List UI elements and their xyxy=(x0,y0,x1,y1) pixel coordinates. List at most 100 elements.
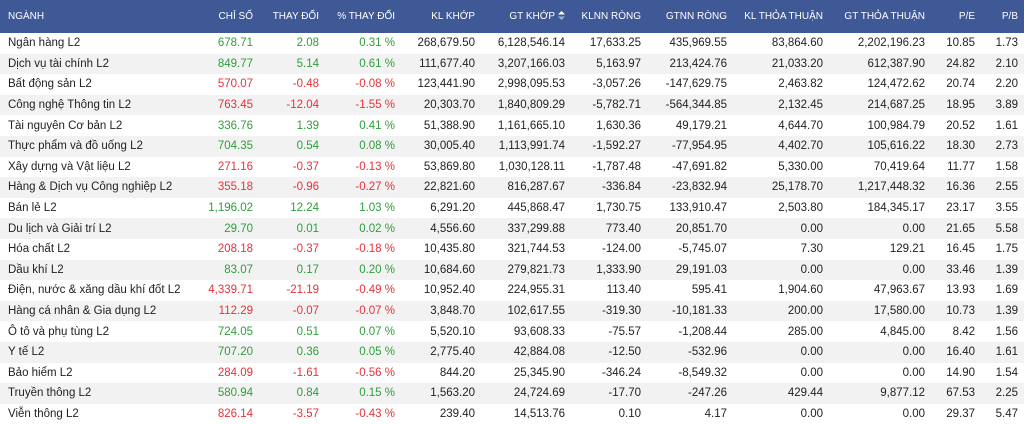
sector-name[interactable]: Du lịch và Giải trí L2 xyxy=(0,218,193,239)
matched-value: 25,345.90 xyxy=(513,366,565,379)
matched-value: 1,161,665.10 xyxy=(497,119,565,132)
pct-change-value: 0.02 % xyxy=(325,218,401,239)
deal-volume: 21,033.20 xyxy=(733,53,829,75)
table-row[interactable]: Tài nguyên Cơ bản L2 336.76 1.39 0.41 % 51,3… xyxy=(0,115,1024,136)
matched-value: 24,724.69 xyxy=(481,383,571,404)
sector-name[interactable]: Tài nguyên Cơ bản L2 xyxy=(8,119,123,132)
sector-name[interactable]: Thực phẩm và đồ uống L2 xyxy=(0,135,193,157)
index-value: 580.94 xyxy=(193,383,259,404)
foreign-net-value: -247.26 xyxy=(647,383,733,404)
pb-value: 2.55 xyxy=(981,177,1024,198)
pe-value: 23.17 xyxy=(946,202,975,215)
col-header-klnn-rong[interactable]: KLNN RÒNG xyxy=(571,0,647,33)
pe-value: 16.45 xyxy=(946,243,975,256)
pct-change-value: 0.15 % xyxy=(325,383,401,404)
foreign-net-volume: -124.00 xyxy=(601,243,641,256)
table-row[interactable]: Hàng cá nhân & Gia dụng L2 112.29 -0.07 -0.… xyxy=(0,300,1024,322)
index-value: 826.14 xyxy=(217,407,253,420)
deal-value: 124,472.62 xyxy=(867,78,925,91)
table-row[interactable]: Điện, nước & xăng dầu khí đốt L2 4,339.71… xyxy=(0,280,1024,301)
index-value: 336.76 xyxy=(217,119,253,132)
pe-value: 16.36 xyxy=(931,177,981,198)
deal-value: 17,580.00 xyxy=(829,300,931,322)
deal-value: 47,963.67 xyxy=(873,284,925,297)
deal-volume: 1,904.60 xyxy=(778,284,823,297)
sector-name[interactable]: Ngân hàng L2 xyxy=(8,37,81,50)
pct-change-value: 0.08 % xyxy=(325,135,401,157)
sector-name[interactable]: Công nghệ Thông tin L2 xyxy=(0,94,193,116)
col-header-pe[interactable]: P/E xyxy=(931,0,981,33)
foreign-net-value: 595.41 xyxy=(691,284,727,297)
pe-value: 24.82 xyxy=(931,53,981,75)
table-row[interactable]: Viễn thông L2 826.14 -3.57 -0.43 % 239.40 14,… xyxy=(0,404,1024,424)
table-row[interactable]: Bảo hiểm L2 284.09 -1.61 -0.56 % 844.20 25,34… xyxy=(0,363,1024,384)
deal-volume: 2,463.82 xyxy=(778,78,823,91)
table-body: Ngân hàng L2 678.71 2.08 0.31 % 268,679.50 6,… xyxy=(0,33,1024,424)
sector-name[interactable]: Truyền thông L2 xyxy=(0,383,193,404)
col-header-gt-thoa-thuan[interactable]: GT THỎA THUẬN xyxy=(829,0,931,33)
pct-change-value: -0.56 % xyxy=(355,366,395,379)
sector-name[interactable]: Viễn thông L2 xyxy=(8,407,79,420)
col-header-kl-thoa-thuan[interactable]: KL THỎA THUẬN xyxy=(733,0,829,33)
sector-name[interactable]: Ô tô và phụ tùng L2 xyxy=(8,325,110,338)
sector-name[interactable]: Bảo hiểm L2 xyxy=(8,366,73,379)
sector-name[interactable]: Hàng & Dịch vụ Công nghiệp L2 xyxy=(0,177,193,198)
table-row[interactable]: Y tế L2 707.20 0.36 0.05 % 2,775.40 42,884.08… xyxy=(0,341,1024,363)
table-row[interactable]: Xây dựng và Vật liệu L2 271.16 -0.37 -0.13 … xyxy=(0,157,1024,178)
table-row[interactable]: Bán lẻ L2 1,196.02 12.24 1.03 % 6,291.20 445,… xyxy=(0,198,1024,219)
sector-name[interactable]: Xây dựng và Vật liệu L2 xyxy=(8,160,131,173)
table-row[interactable]: Ô tô và phụ tùng L2 724.05 0.51 0.07 % 5,520… xyxy=(0,321,1024,342)
foreign-net-value: 49,179.21 xyxy=(675,119,727,132)
table-row[interactable]: Công nghệ Thông tin L2 763.45 -12.04 -1.55 … xyxy=(0,94,1024,116)
matched-volume: 30,005.40 xyxy=(401,135,481,157)
col-header-thay-doi[interactable]: THAY ĐỔI xyxy=(259,0,325,33)
matched-value: 1,840,809.29 xyxy=(481,94,571,116)
sector-name[interactable]: Y tế L2 xyxy=(0,341,193,363)
deal-volume: 0.00 xyxy=(733,218,829,239)
matched-volume: 2,775.40 xyxy=(401,341,481,363)
table-row[interactable]: Thực phẩm và đồ uống L2 704.35 0.54 0.08 % 3… xyxy=(0,135,1024,157)
table-row[interactable]: Hóa chất L2 208.18 -0.37 -0.18 % 10,435.80 32… xyxy=(0,239,1024,260)
col-header-pct-thay-doi[interactable]: % THAY ĐỔI xyxy=(325,0,401,33)
sector-name[interactable]: Bất động sản L2 xyxy=(8,78,92,91)
matched-value: 93,608.33 xyxy=(513,325,565,338)
change-value: 1.39 xyxy=(296,119,319,132)
sort-up-down-icon[interactable] xyxy=(558,10,565,22)
table-row[interactable]: Ngân hàng L2 678.71 2.08 0.31 % 268,679.50 6,… xyxy=(0,33,1024,54)
matched-value: 816,287.67 xyxy=(481,177,571,198)
foreign-net-value: -5,745.07 xyxy=(678,243,727,256)
col-header-nganh[interactable]: NGÀNH xyxy=(0,0,193,33)
change-value: 12.24 xyxy=(290,202,319,215)
matched-volume: 22,821.60 xyxy=(401,177,481,198)
table-row[interactable]: Dịch vụ tài chính L2 849.77 5.14 0.61 % 111,… xyxy=(0,53,1024,75)
pb-value: 3.55 xyxy=(995,202,1018,215)
sector-name[interactable]: Điện, nước & xăng dầu khí đốt L2 xyxy=(8,284,181,297)
table-row[interactable]: Bất động sản L2 570.07 -0.48 -0.08 % 123,441… xyxy=(0,74,1024,95)
col-header-chi-so[interactable]: CHỈ SỐ xyxy=(193,0,259,33)
col-header-gt-khop-label: GT KHỚP xyxy=(509,11,555,23)
col-header-gtnn-rong[interactable]: GTNN RÒNG xyxy=(647,0,733,33)
sector-name[interactable]: Hàng cá nhân & Gia dụng L2 xyxy=(0,300,193,322)
matched-volume: 10,952.40 xyxy=(423,284,475,297)
deal-value: 70,419.64 xyxy=(873,160,925,173)
pct-change-value: 0.61 % xyxy=(325,53,401,75)
foreign-net-value: -147,629.75 xyxy=(665,78,727,91)
sector-name[interactable]: Dầu khí L2 xyxy=(0,259,193,281)
table-row[interactable]: Hàng & Dịch vụ Công nghiệp L2 355.18 -0.96… xyxy=(0,177,1024,198)
change-value: 5.14 xyxy=(259,53,325,75)
deal-value: 214,687.25 xyxy=(829,94,931,116)
matched-volume: 1,563.20 xyxy=(401,383,481,404)
col-header-kl-khop[interactable]: KL KHỚP xyxy=(401,0,481,33)
sector-name[interactable]: Dịch vụ tài chính L2 xyxy=(0,53,193,75)
deal-volume: 0.00 xyxy=(733,259,829,281)
table-row[interactable]: Du lịch và Giải trí L2 29.70 0.01 0.02 % 4,5… xyxy=(0,218,1024,239)
table-row[interactable]: Dầu khí L2 83.07 0.17 0.20 % 10,684.60 279,82… xyxy=(0,259,1024,281)
table-row[interactable]: Truyền thông L2 580.94 0.84 0.15 % 1,563.20 2… xyxy=(0,383,1024,404)
col-header-pb[interactable]: P/B xyxy=(981,0,1024,33)
sector-name[interactable]: Bán lẻ L2 xyxy=(8,202,57,215)
index-value: 4,339.71 xyxy=(208,284,253,297)
sector-name[interactable]: Hóa chất L2 xyxy=(8,243,71,256)
change-value: 0.17 xyxy=(259,259,325,281)
foreign-net-value: 213,424.76 xyxy=(647,53,733,75)
col-header-gt-khop[interactable]: GT KHỚP xyxy=(481,0,571,33)
